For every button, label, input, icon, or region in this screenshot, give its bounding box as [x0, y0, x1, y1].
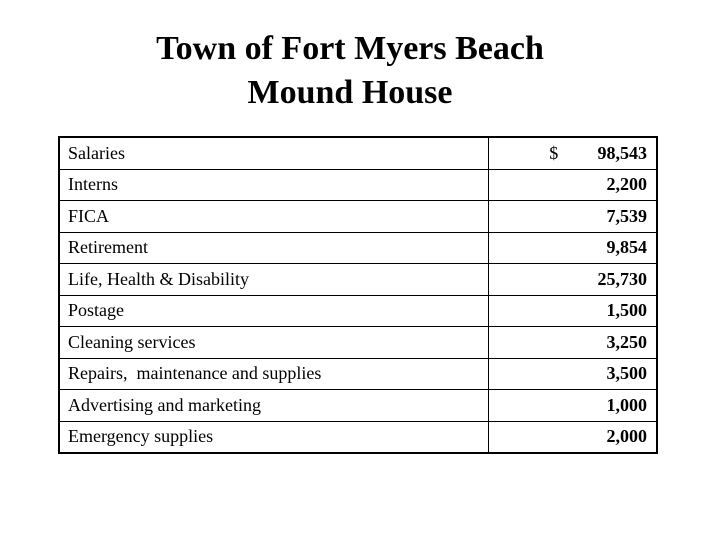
row-amount-cell: 3,250	[488, 326, 659, 359]
row-amount: 9,854	[606, 237, 648, 258]
row-amount: 2,000	[606, 426, 648, 447]
table-row: Retirement 9,854	[58, 231, 659, 264]
row-label: Life, Health & Disability	[58, 263, 490, 296]
row-amount-cell: $ 98,543	[488, 136, 659, 170]
row-amount-cell: 2,200	[488, 168, 659, 201]
title-line-2: Mound House	[247, 74, 453, 111]
row-label: Interns	[58, 168, 490, 201]
budget-table-body: Salaries $ 98,543 Interns 2,200 FICA	[58, 136, 659, 454]
table-row: Emergency supplies 2,000	[58, 420, 659, 454]
table-row: Salaries $ 98,543	[58, 136, 659, 170]
row-label: Postage	[58, 294, 490, 327]
row-amount: 1,500	[606, 300, 648, 321]
table-row: Postage 1,500	[58, 294, 659, 327]
row-amount-cell: 3,500	[488, 357, 659, 390]
row-amount: 3,500	[606, 363, 648, 384]
table-row: Repairs, maintenance and supplies 3,500	[58, 357, 659, 390]
table-row: Life, Health & Disability 25,730	[58, 263, 659, 296]
page-title: Town of Fort Myers Beach Mound House	[0, 27, 700, 115]
currency-symbol: $	[549, 142, 559, 163]
table-row: Cleaning services 3,250	[58, 326, 659, 359]
row-label: Repairs, maintenance and supplies	[58, 357, 490, 390]
row-amount-cell: 1,500	[488, 294, 659, 327]
title-line-1: Town of Fort Myers Beach	[156, 30, 544, 67]
table-row: FICA 7,539	[58, 200, 659, 233]
row-label: Salaries	[58, 136, 490, 170]
row-amount-cell: 25,730	[488, 263, 659, 296]
row-label: Emergency supplies	[58, 420, 490, 454]
row-amount: 25,730	[597, 268, 648, 289]
row-label: Advertising and marketing	[58, 389, 490, 422]
row-amount-cell: 1,000	[488, 389, 659, 422]
row-label: FICA	[58, 200, 490, 233]
budget-table: Salaries $ 98,543 Interns 2,200 FICA	[58, 136, 659, 454]
row-amount: 1,000	[606, 394, 648, 415]
row-amount-cell: 9,854	[488, 231, 659, 264]
row-amount: 2,200	[606, 174, 648, 195]
table-row: Advertising and marketing 1,000	[58, 389, 659, 422]
table-row: Interns 2,200	[58, 168, 659, 201]
row-amount-cell: 7,539	[488, 200, 659, 233]
row-label: Retirement	[58, 231, 490, 264]
row-amount: 3,250	[606, 331, 648, 352]
row-amount: 98,543	[597, 142, 648, 163]
row-label: Cleaning services	[58, 326, 490, 359]
row-amount-cell: 2,000	[488, 420, 659, 454]
row-amount: 7,539	[606, 205, 648, 226]
